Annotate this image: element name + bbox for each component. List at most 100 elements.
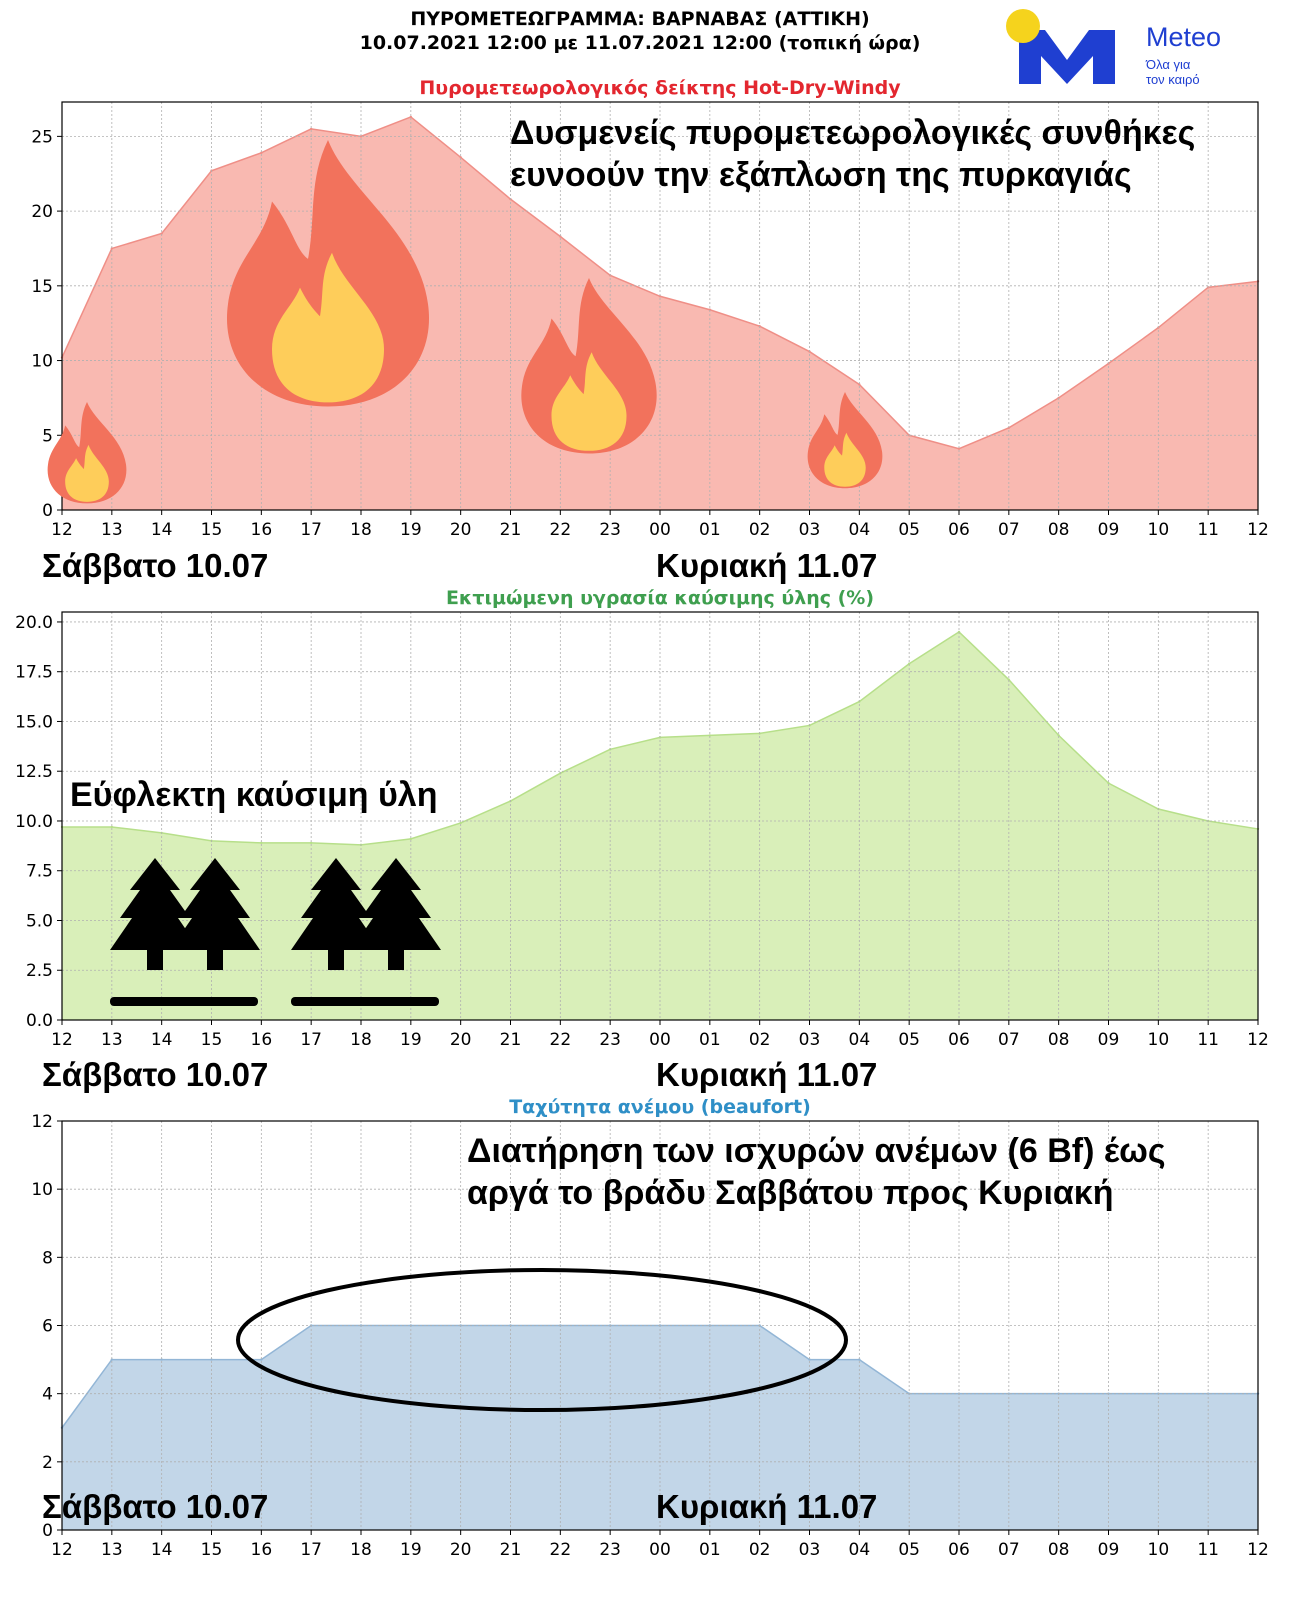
logo-tagline: Όλα για τον καιρό xyxy=(1146,57,1200,87)
y-tick-label: 7.5 xyxy=(26,862,53,882)
y-tick-label: 0.0 xyxy=(26,1011,53,1031)
x-tick-label: 17 xyxy=(300,1030,322,1050)
x-tick-label: 07 xyxy=(998,1540,1020,1560)
fuel-moisture-panel: 12 13 14 15 16 17 18 19 20 21 22 23 00 01 02 03 04 05 06 07… xyxy=(15,587,1269,1093)
x-tick-label: 14 xyxy=(151,1540,173,1560)
data-point xyxy=(110,1358,114,1361)
wind-day-label-sunday: Κυριακή 11.07 xyxy=(656,1488,877,1525)
x-tick-label: 02 xyxy=(749,520,771,540)
x-tick-label: 05 xyxy=(898,1030,920,1050)
chart-title-line2: 10.07.2021 12:00 με 11.07.2021 12:00 (το… xyxy=(359,32,921,54)
logo-tagline-line2: τον καιρό xyxy=(1146,72,1200,87)
data-point xyxy=(957,630,961,634)
x-tick-label: 09 xyxy=(1098,520,1120,540)
x-tick-label: 00 xyxy=(649,520,671,540)
x-tick-label: 19 xyxy=(400,1540,422,1560)
x-tick-label: 09 xyxy=(1098,1030,1120,1050)
data-point xyxy=(907,662,911,665)
x-tick-label: 23 xyxy=(599,1540,621,1560)
x-tick-label: 02 xyxy=(749,1540,771,1560)
wind-panel: 12 13 14 15 16 17 18 19 20 21 22 23 00 01 02 03 04 05 06 07… xyxy=(31,1096,1268,1560)
x-tick-label: 22 xyxy=(550,520,572,540)
x-tick-label: 08 xyxy=(1048,1030,1070,1050)
x-tick-label: 12 xyxy=(1247,1030,1269,1050)
hdw-chart-title: Πυρομετεωρολογικός δείκτης Hot-Dry-Windy xyxy=(419,77,901,99)
x-tick-label: 21 xyxy=(500,520,522,540)
data-point xyxy=(957,447,961,450)
x-tick-label: 12 xyxy=(51,1030,73,1050)
x-tick-label: 00 xyxy=(649,1540,671,1560)
x-tick-label: 06 xyxy=(948,1540,970,1560)
data-point xyxy=(858,1358,861,1361)
y-tick-label: 2.5 xyxy=(26,961,53,981)
x-tick-label: 12 xyxy=(51,1540,73,1560)
data-point xyxy=(260,1358,263,1361)
x-tick-label: 12 xyxy=(51,520,73,540)
x-tick-label: 11 xyxy=(1197,1030,1219,1050)
x-tick-label: 16 xyxy=(251,520,273,540)
y-tick-label: 2 xyxy=(42,1453,53,1473)
fuel-day-label-sunday: Κυριακή 11.07 xyxy=(656,1056,877,1093)
fuel-day-label-saturday: Σάββατο 10.07 xyxy=(42,1056,268,1093)
x-tick-label: 19 xyxy=(400,520,422,540)
ground-line xyxy=(291,997,439,1006)
y-tick-label: 0 xyxy=(42,1521,53,1541)
data-point xyxy=(459,821,462,825)
x-tick-label: 11 xyxy=(1197,520,1219,540)
hdw-day-label-saturday: Σάββατο 10.07 xyxy=(42,547,268,584)
y-tick-label: 12 xyxy=(31,1112,53,1132)
y-tick-label: 20 xyxy=(31,202,53,222)
data-point xyxy=(658,295,662,298)
x-tick-label: 20 xyxy=(450,520,472,540)
data-point xyxy=(309,127,313,131)
y-tick-label: 10 xyxy=(31,1180,53,1200)
x-tick-label: 12 xyxy=(1247,520,1269,540)
y-tick-label: 12.5 xyxy=(15,762,53,782)
x-tick-label: 07 xyxy=(998,520,1020,540)
x-tick-label: 13 xyxy=(101,520,123,540)
x-tick-label: 01 xyxy=(699,1030,721,1050)
y-tick-label: 0 xyxy=(42,501,53,521)
x-tick-label: 07 xyxy=(998,1030,1020,1050)
x-tick-label: 00 xyxy=(649,1030,671,1050)
y-tick-label: 17.5 xyxy=(15,663,53,683)
data-point xyxy=(559,235,562,238)
data-point xyxy=(858,383,861,386)
data-point xyxy=(1107,781,1110,785)
hdw-annotation-line1: Δυσμενείς πυρομετεωρολογικές συνθήκες xyxy=(510,114,1195,152)
x-tick-label: 16 xyxy=(251,1030,273,1050)
data-point xyxy=(160,1358,163,1361)
y-tick-label: 5 xyxy=(42,426,53,446)
x-tick-label: 17 xyxy=(300,520,322,540)
x-tick-label: 03 xyxy=(799,1030,821,1050)
y-tick-label: 20.0 xyxy=(15,613,53,633)
x-tick-label: 15 xyxy=(201,1540,223,1560)
x-tick-label: 10 xyxy=(1148,520,1170,540)
fuel-annotation: Εύφλεκτη καύσιμη ύλη xyxy=(70,776,437,814)
highlight-ellipse xyxy=(236,1268,848,1412)
data-point xyxy=(160,232,163,235)
data-point xyxy=(708,308,712,311)
x-tick-label: 22 xyxy=(550,1540,572,1560)
y-tick-label: 15 xyxy=(31,277,53,297)
x-tick-label: 17 xyxy=(300,1540,322,1560)
chart-title-line1: ΠΥΡΟΜΕΤΕΩΓΡΑΜΜΑ: ΒΑΡΝΑΒΑΣ (ΑΤΤΙΚΗ) xyxy=(410,8,870,30)
x-tick-label: 06 xyxy=(948,520,970,540)
y-tick-label: 15.0 xyxy=(15,712,53,732)
x-tick-label: 03 xyxy=(799,1540,821,1560)
x-tick-label: 09 xyxy=(1098,1540,1120,1560)
x-tick-label: 23 xyxy=(599,1030,621,1050)
ground-line xyxy=(110,997,258,1006)
x-tick-label: 15 xyxy=(201,520,223,540)
x-tick-label: 05 xyxy=(898,1540,920,1560)
x-tick-label: 06 xyxy=(948,1030,970,1050)
x-tick-label: 10 xyxy=(1148,1030,1170,1050)
fuel-chart-title: Εκτιμώμενη υγρασία καύσιμης ύλης (%) xyxy=(446,587,874,609)
x-tick-label: 22 xyxy=(550,1030,572,1050)
x-tick-label: 21 xyxy=(500,1030,522,1050)
data-point xyxy=(409,115,413,119)
data-point xyxy=(409,837,413,841)
x-tick-label: 18 xyxy=(350,1540,372,1560)
data-point xyxy=(708,734,712,737)
